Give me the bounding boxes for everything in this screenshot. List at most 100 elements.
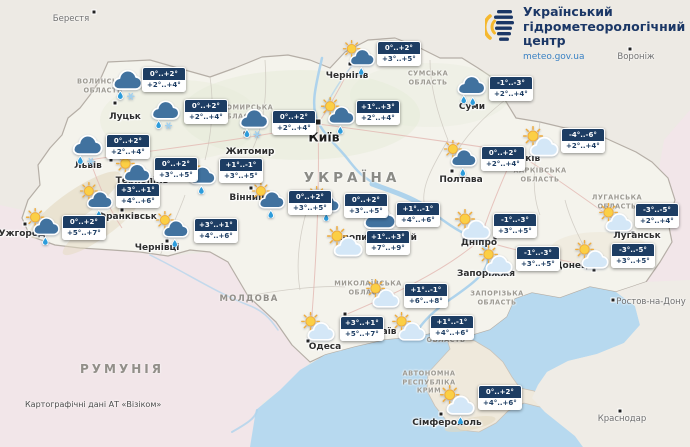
forecast-label-chernihiv: 0°..+2° +3°..+5°: [377, 41, 421, 66]
forecast-label-donetsk: -3°..-5° +3°..+5°: [611, 243, 655, 268]
neighbor-region-southwest: [0, 205, 310, 447]
weather-icon-poltava: [443, 139, 479, 180]
night-temp-cherkasy: +1°..-1°: [397, 203, 439, 215]
city-dot-Вінниця: [249, 186, 253, 190]
city-dot-Сімферополь: [439, 412, 443, 416]
day-temp-kherson: +4°..+6°: [431, 327, 473, 339]
map-attribution: Картографічні дані АТ «Візіком»: [25, 400, 162, 409]
sun-glyph: [479, 244, 498, 264]
forecast-label-rivne: 0°..+2° +2°..+4°: [184, 99, 228, 124]
pale-cloud-glyph: [446, 395, 475, 415]
forecast-label-zaporizhzhia: -1°..-3° +3°..+5°: [516, 246, 560, 271]
city-label-Чернівці: Чернівці: [134, 243, 180, 253]
weather-icon-uzhhorod: [25, 207, 62, 249]
forecast-label-poltava: 0°..+2° +2°..+4°: [481, 146, 525, 171]
city-label-Львів: Львів: [74, 161, 102, 171]
city-label-Одеса: Одеса: [308, 342, 342, 352]
foreign-city-label-Ростов-на-Дону: Ростов-на-Дону: [616, 297, 686, 307]
night-temp-poltava: 0°..+2°: [482, 147, 524, 159]
night-temp-lviv: 0°..+2°: [107, 135, 149, 147]
krasnodar-rostov-land: [532, 280, 690, 447]
city-label-Донецьк: Донецьк: [554, 261, 600, 271]
foreign-city-dot-Краснодар: [618, 409, 622, 413]
snowflake-glyph: [253, 131, 261, 138]
weather-icon-odesa: [300, 311, 338, 347]
weather-icon-chernihiv: [342, 39, 377, 79]
night-temp-donetsk: -3°..-5°: [612, 244, 654, 256]
foreign-city-dot-Ростов-на-Дону: [611, 298, 615, 302]
sun-glyph: [326, 225, 348, 247]
snowflake-glyph: [164, 122, 173, 129]
raindrop-glyph: [460, 94, 467, 104]
night-temp-kyiv: +1°..+3°: [357, 101, 399, 113]
raindrop-glyph: [243, 128, 251, 138]
weather-icon-lutsk: [107, 64, 145, 106]
day-temp-lutsk: +2°..+4°: [143, 79, 185, 91]
day-temp-cherkasy: +4°..+6°: [397, 214, 439, 226]
day-temp-zhytomyr: +2°..+4°: [273, 122, 315, 134]
dark-cloud-glyph: [349, 48, 375, 66]
raindrop-glyph: [267, 209, 274, 219]
city-dot-Дніпро: [493, 236, 497, 240]
sun-glyph: [79, 181, 98, 201]
weather-icon-zhytomyr: [234, 103, 271, 144]
night-temp-chernivtsi: +3°..+1°: [195, 219, 237, 231]
pale-cloud-glyph: [529, 136, 559, 157]
region-label-mykolaivska: МИКОЛАЇВСЬКА ОБЛАСТЬ: [334, 279, 402, 297]
forecast-label-zhytomyr: 0°..+2° +2°..+4°: [272, 110, 316, 135]
foreign-city-dot-Вороніж: [628, 47, 632, 51]
logo-url[interactable]: meteo.gov.ua: [523, 51, 585, 62]
raindrop-glyph: [358, 66, 365, 76]
city-label-Чернігів: Чернігів: [325, 71, 369, 81]
city-label-Дніпро: Дніпро: [460, 238, 498, 248]
pale-cloud-glyph: [307, 322, 335, 341]
sun-glyph: [439, 384, 460, 405]
sun-glyph: [342, 39, 361, 58]
day-temp-odesa: +5°..+7°: [341, 328, 383, 340]
city-label-Київ: Київ: [308, 129, 340, 145]
sun-glyph: [155, 210, 174, 230]
region-label-luhanska: ЛУГАНСЬКА ОБЛАСТЬ: [591, 193, 643, 211]
forecast-label-kherson: +1°..-1° +4°..+6°: [430, 315, 474, 340]
logo-title-line3: центр: [523, 33, 566, 48]
pale-cloud-glyph: [398, 322, 426, 341]
night-temp-khmelnytskyi: +1°..-1°: [220, 159, 262, 171]
weather-icon-simferopol: [439, 384, 478, 428]
forecast-label-simferopol: 0°..+2° +4°..+6°: [478, 385, 522, 410]
forecast-label-sumy: -1°..-3° +2°..+4°: [489, 76, 533, 101]
night-temp-zhytomyr: 0°..+2°: [273, 111, 315, 123]
day-temp-rivne: +2°..+4°: [185, 111, 227, 123]
sun-glyph: [301, 311, 320, 331]
region-label-zhytomyrska: ЖИТОМИРСЬКА ОБЛАСТЬ: [206, 103, 274, 121]
weather-icon-zaporizhzhia: [478, 244, 516, 280]
day-temp-khmelnytskyi: +3°..+5°: [220, 170, 262, 182]
day-temp-chernihiv: +3°..+5°: [378, 53, 420, 65]
country-label-МОЛДОВА: МОЛДОВА: [219, 294, 279, 304]
night-temp-vinnytsia: 0°..+2°: [289, 191, 331, 203]
raindrop-glyph: [457, 415, 464, 426]
weather-icon-chernivtsi: [155, 210, 191, 251]
pale-cloud-glyph: [333, 236, 363, 257]
day-temp-kropyvnytskyi: +7°..+9°: [367, 242, 409, 254]
dark-cloud-glyph: [450, 148, 477, 167]
region-label-zaporizka: ЗАПОРІЗЬКА ОБЛАСТЬ: [470, 289, 524, 307]
forecast-label-ternopil: 0°..+2° +3°..+5°: [154, 157, 198, 182]
day-temp-luhansk: +2°..+4°: [636, 215, 678, 227]
day-temp-sumy: +2°..+4°: [490, 88, 532, 100]
day-temp-zaporizhzhia: +3°..+5°: [517, 258, 559, 270]
day-temp-poltava: +2°..+4°: [482, 158, 524, 170]
raindrop-glyph: [77, 155, 84, 165]
country-label-РУМУНІЯ: РУМУНІЯ: [80, 362, 164, 376]
weather-icon-mykolaiv: [365, 278, 403, 314]
forecast-label-uzhhorod: 0°..+2° +5°..+7°: [62, 215, 106, 240]
day-temp-vinnytsia: +3°..+5°: [289, 202, 331, 214]
day-temp-mykolaiv: +6°..+8°: [405, 295, 447, 307]
region-label-sumska: СУМСЬКА ОБЛАСТЬ: [407, 69, 449, 87]
day-temp-bila-tserkva: +3°..+5°: [345, 205, 387, 217]
day-temp-lviv: +2°..+4°: [107, 146, 149, 158]
dark-cloud-glyph: [123, 163, 151, 183]
city-dot-Чернігів: [348, 62, 352, 66]
raindrop-glyph: [42, 236, 49, 246]
country-label-ukraine: УКРАЇНА: [303, 170, 401, 186]
city-label-Сімферополь: Сімферополь: [412, 418, 482, 428]
